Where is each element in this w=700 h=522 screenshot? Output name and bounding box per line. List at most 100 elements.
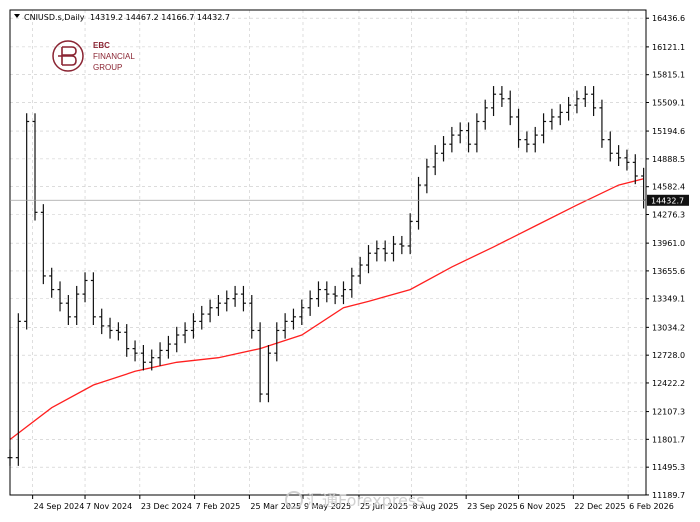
x-axis: 24 Sep 2024 7 Nov 2024 23 Dec 2024 7 Feb 20… bbox=[32, 495, 674, 511]
price-bar bbox=[49, 267, 55, 298]
price-bar bbox=[82, 272, 88, 303]
price-bar bbox=[391, 235, 397, 262]
logo-line-2: FINANCIAL bbox=[93, 52, 135, 61]
price-bar bbox=[607, 131, 613, 162]
price-bar bbox=[324, 281, 330, 303]
x-tick-label: 23 Dec 2024 bbox=[141, 502, 192, 511]
moving-average-line bbox=[9, 178, 644, 441]
watermark-text: 汇通Forexpress bbox=[306, 491, 425, 510]
ohlc-values: 14319.2 14467.2 14166.7 14432.7 bbox=[90, 13, 230, 22]
price-bar bbox=[340, 281, 346, 305]
ebc-logo: EBC FINANCIAL GROUP bbox=[52, 40, 135, 72]
price-bar bbox=[157, 342, 163, 366]
y-tick-label: 13349.1 bbox=[652, 295, 685, 304]
price-bar bbox=[299, 299, 305, 326]
price-bar bbox=[274, 322, 280, 362]
y-tick-label: 16121.1 bbox=[652, 43, 685, 52]
y-tick-label: 13655.6 bbox=[652, 267, 685, 276]
price-bar bbox=[441, 136, 447, 162]
price-bar bbox=[566, 96, 572, 121]
y-tick-label: 12107.3 bbox=[652, 408, 685, 417]
price-bar bbox=[15, 313, 21, 466]
price-bar bbox=[491, 86, 497, 117]
y-tick-label: 13034.2 bbox=[652, 323, 685, 332]
x-tick-label: 22 Dec 2025 bbox=[574, 502, 625, 511]
grid bbox=[10, 10, 646, 496]
logo-line-1: EBC bbox=[93, 41, 110, 50]
price-bar bbox=[124, 324, 130, 357]
price-bar bbox=[32, 113, 38, 221]
moving-average-layer bbox=[9, 178, 644, 441]
price-bar bbox=[574, 90, 580, 114]
y-tick-label: 11801.7 bbox=[652, 435, 685, 444]
price-bar bbox=[282, 313, 288, 339]
price-bar bbox=[315, 281, 321, 307]
price-bar bbox=[432, 145, 438, 176]
price-bar bbox=[57, 281, 63, 312]
price-bar bbox=[357, 256, 363, 285]
price-bar bbox=[182, 322, 188, 344]
x-tick-label: 6 Nov 2025 bbox=[520, 502, 566, 511]
price-bar bbox=[557, 104, 563, 126]
price-bar bbox=[40, 204, 46, 285]
price-bar bbox=[199, 305, 205, 330]
price-bar bbox=[399, 235, 405, 255]
price-bar bbox=[74, 285, 80, 326]
price-bar bbox=[140, 344, 146, 371]
price-bar bbox=[290, 308, 296, 330]
price-bar bbox=[107, 317, 113, 339]
price-bar bbox=[99, 308, 105, 335]
y-tick-label: 11495.3 bbox=[652, 463, 685, 472]
price-bar bbox=[499, 86, 505, 107]
price-bar bbox=[190, 313, 196, 339]
x-tick-label: 25 Jun 2025 bbox=[360, 502, 408, 511]
price-bar bbox=[332, 285, 338, 305]
price-bar bbox=[424, 158, 430, 194]
price-bar bbox=[115, 322, 121, 341]
y-tick-label: 15194.6 bbox=[652, 127, 685, 136]
price-bars-layer bbox=[7, 86, 647, 466]
y-tick-label: 12422.2 bbox=[652, 379, 685, 388]
price-bar bbox=[457, 122, 463, 144]
price-bar bbox=[165, 335, 171, 359]
price-bar bbox=[466, 122, 472, 153]
dropdown-triangle-icon[interactable] bbox=[14, 14, 20, 18]
price-bar bbox=[374, 240, 380, 262]
y-tick-label: 14888.5 bbox=[652, 155, 685, 164]
price-bar bbox=[616, 145, 622, 167]
symbol-label: CNIUSD.s,Daily bbox=[24, 13, 85, 22]
price-bar bbox=[349, 267, 355, 298]
x-tick-label: 6 Feb 2026 bbox=[629, 502, 674, 511]
current-price-marker: 14432.7 bbox=[10, 194, 689, 206]
price-bar bbox=[207, 299, 213, 323]
price-bar bbox=[582, 86, 588, 107]
price-bar bbox=[516, 108, 522, 148]
price-bar bbox=[365, 245, 371, 274]
watermark: 汇通Forexpress bbox=[285, 491, 425, 510]
price-bar bbox=[240, 285, 246, 312]
price-bar bbox=[407, 213, 413, 255]
weibo-icon bbox=[285, 491, 303, 509]
price-bar bbox=[265, 344, 271, 403]
current-price-label: 14432.7 bbox=[651, 196, 684, 205]
price-bar bbox=[307, 290, 313, 316]
price-bar bbox=[249, 295, 255, 339]
x-tick-label: 25 Mar 2025 bbox=[250, 502, 301, 511]
price-bar bbox=[449, 126, 455, 153]
price-bar bbox=[474, 113, 480, 153]
price-bar bbox=[382, 240, 388, 262]
price-bar bbox=[65, 295, 71, 326]
price-bar bbox=[232, 285, 238, 307]
price-bar bbox=[224, 290, 230, 312]
price-bar bbox=[24, 113, 30, 330]
price-bar bbox=[532, 126, 538, 153]
y-tick-label: 15509.1 bbox=[652, 98, 685, 107]
price-bar bbox=[549, 108, 555, 130]
x-tick-label: 7 Feb 2025 bbox=[196, 502, 241, 511]
price-bar bbox=[624, 149, 630, 171]
price-bar bbox=[599, 99, 605, 148]
price-bar bbox=[541, 113, 547, 144]
y-tick-label: 15815.1 bbox=[652, 71, 685, 80]
